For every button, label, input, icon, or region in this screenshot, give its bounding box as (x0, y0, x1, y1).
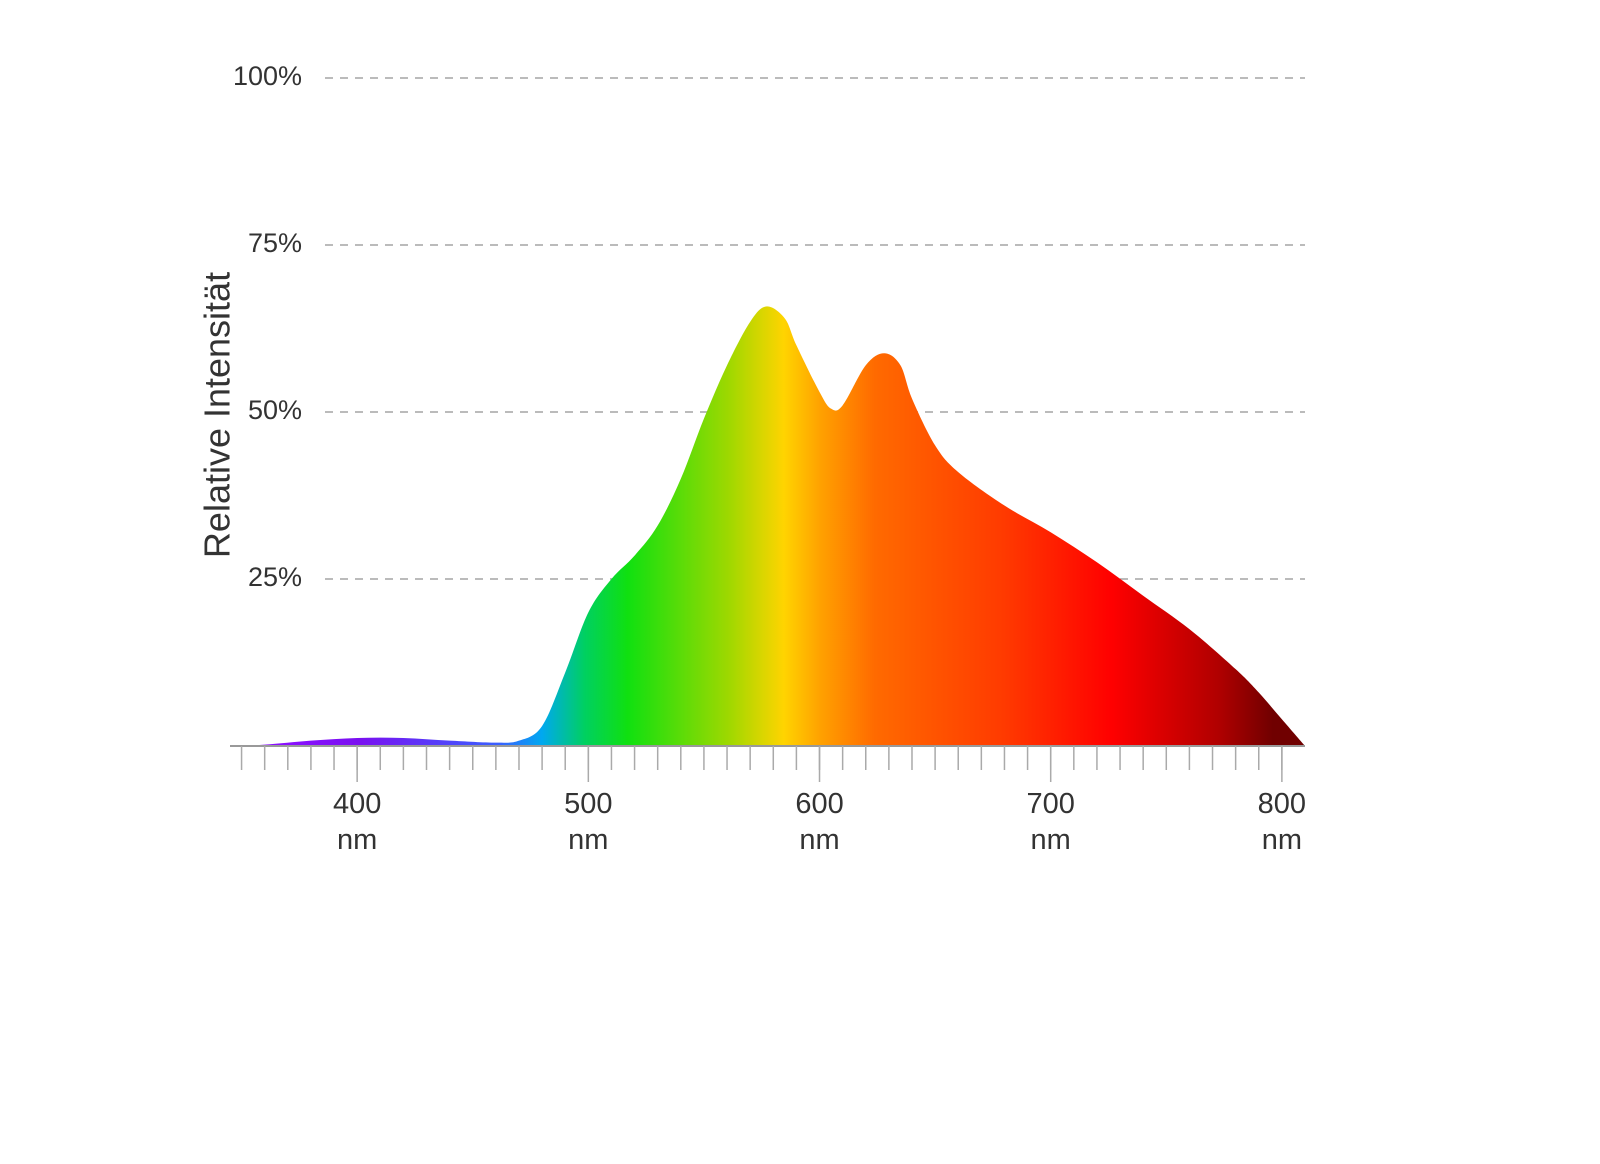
x-tick-label: 600 nm (795, 788, 844, 856)
y-tick-label: 25% (248, 562, 302, 592)
y-axis-label: Relative Intensität (197, 272, 238, 558)
x-tick-label: 400 nm (332, 788, 382, 856)
spectrum-area (230, 306, 1305, 746)
y-tick-label: 75% (248, 228, 302, 258)
x-tick-label: 800 nm (1257, 788, 1307, 856)
y-tick-label: 100% (233, 61, 302, 91)
x-tick-label: 500 nm (564, 788, 613, 856)
x-tick-label: 700 nm (1026, 788, 1075, 856)
y-tick-label: 50% (248, 395, 302, 425)
